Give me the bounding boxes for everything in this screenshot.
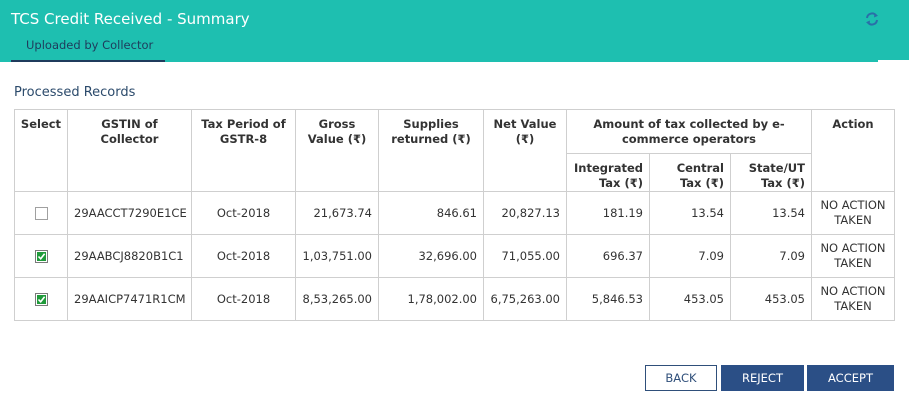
state-ut-tax-cell: 7.09	[730, 234, 812, 278]
col-header-central-tax: Central Tax (₹)	[649, 153, 731, 192]
integrated-tax-cell: 181.19	[566, 191, 650, 235]
table-row: 29AACCT7290E1CE Oct-2018 21,673.74 846.6…	[14, 191, 895, 235]
table-row: 29AABCJ8820B1C1 Oct-2018 1,03,751.00 32,…	[14, 234, 895, 278]
row-checkbox[interactable]	[34, 249, 48, 263]
table-row: 29AAICP7471R1CM Oct-2018 8,53,265.00 1,7…	[14, 277, 895, 321]
central-tax-cell: 453.05	[649, 277, 731, 321]
row-checkbox[interactable]	[34, 292, 48, 306]
checkmark-icon	[36, 251, 46, 261]
select-cell	[14, 234, 68, 278]
col-header-gstin: GSTIN of Collector	[67, 109, 192, 192]
gross-value-cell: 8,53,265.00	[295, 277, 379, 321]
tax-period-cell: Oct-2018	[191, 191, 296, 235]
state-ut-tax-cell: 453.05	[730, 277, 812, 321]
gstin-cell: 29AACCT7290E1CE	[67, 191, 192, 235]
gstin-cell: 29AAICP7471R1CM	[67, 277, 192, 321]
select-cell	[14, 277, 68, 321]
central-tax-cell: 13.54	[649, 191, 731, 235]
back-button[interactable]: BACK	[645, 365, 717, 391]
page-header: TCS Credit Received - Summary Uploaded b…	[0, 0, 909, 62]
col-header-gross-value: Gross Value (₹)	[295, 109, 379, 192]
col-header-supplies-returned: Supplies returned (₹)	[378, 109, 484, 192]
col-header-select: Select	[14, 109, 68, 192]
checkmark-icon	[36, 294, 46, 304]
col-header-integrated-tax: Integrated Tax (₹)	[566, 153, 650, 192]
action-cell: NO ACTION TAKEN	[811, 191, 895, 235]
reject-button[interactable]: REJECT	[721, 365, 804, 391]
col-header-action: Action	[811, 109, 895, 192]
action-cell: NO ACTION TAKEN	[811, 277, 895, 321]
state-ut-tax-cell: 13.54	[730, 191, 812, 235]
select-cell	[14, 191, 68, 235]
refresh-icon[interactable]	[864, 11, 880, 27]
supplies-returned-cell: 32,696.00	[378, 234, 484, 278]
supplies-returned-cell: 1,78,002.00	[378, 277, 484, 321]
col-header-tax-period: Tax Period of GSTR-8	[191, 109, 296, 192]
net-value-cell: 20,827.13	[483, 191, 567, 235]
col-header-amount-group: Amount of tax collected by e-commerce op…	[566, 109, 812, 154]
tax-period-cell: Oct-2018	[191, 234, 296, 278]
tab-uploaded-by-collector[interactable]: Uploaded by Collector	[11, 34, 165, 62]
net-value-cell: 71,055.00	[483, 234, 567, 278]
col-header-net-value: Net Value (₹)	[483, 109, 567, 192]
supplies-returned-cell: 846.61	[378, 191, 484, 235]
accept-button[interactable]: ACCEPT	[807, 365, 894, 391]
col-header-state-ut-tax: State/UT Tax (₹)	[730, 153, 812, 192]
integrated-tax-cell: 5,846.53	[566, 277, 650, 321]
section-title: Processed Records	[14, 85, 136, 100]
action-cell: NO ACTION TAKEN	[811, 234, 895, 278]
central-tax-cell: 7.09	[649, 234, 731, 278]
tax-period-cell: Oct-2018	[191, 277, 296, 321]
gross-value-cell: 21,673.74	[295, 191, 379, 235]
integrated-tax-cell: 696.37	[566, 234, 650, 278]
processed-records-table: Select GSTIN of Collector Tax Period of …	[14, 109, 895, 321]
page-title: TCS Credit Received - Summary	[11, 10, 250, 28]
header-divider	[878, 60, 909, 62]
row-checkbox[interactable]	[34, 206, 48, 220]
net-value-cell: 6,75,263.00	[483, 277, 567, 321]
gross-value-cell: 1,03,751.00	[295, 234, 379, 278]
gstin-cell: 29AABCJ8820B1C1	[67, 234, 192, 278]
